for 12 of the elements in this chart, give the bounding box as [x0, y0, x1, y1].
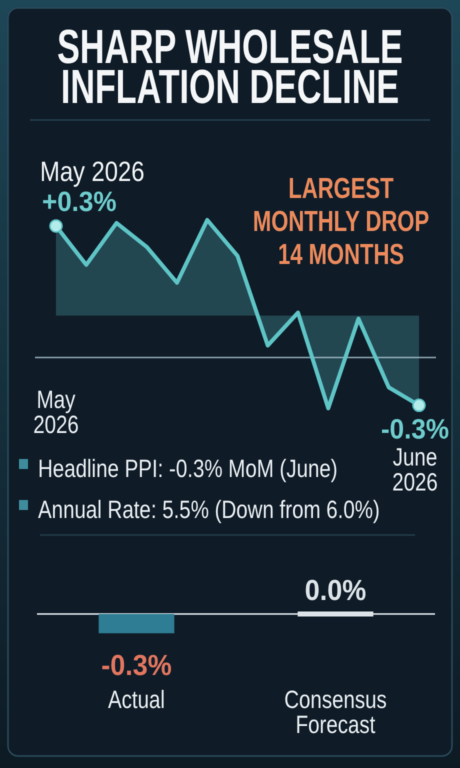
x-tick-label: Consensus Forecast: [284, 685, 387, 738]
text: Headline PPI: -0.3% MoM (June): [38, 454, 338, 482]
chart-title: SHARP WHOLESALE INFLATION DECLINE: [57, 19, 403, 114]
data-label: 0.0%: [304, 574, 366, 606]
text: Annual Rate: 5.5% (Down from 6.0%): [38, 495, 380, 524]
data-label: -0.3%: [101, 649, 172, 682]
data-label: +0.3%: [42, 186, 117, 218]
x-tick-label: June 2026: [392, 442, 438, 496]
annotation: May 2026: [40, 155, 144, 188]
x-tick-label: Actual: [108, 685, 165, 714]
annotation: LARGEST MONTHLY DROP 14 MONTHS: [252, 173, 430, 271]
data-label: -0.3%: [381, 413, 449, 445]
